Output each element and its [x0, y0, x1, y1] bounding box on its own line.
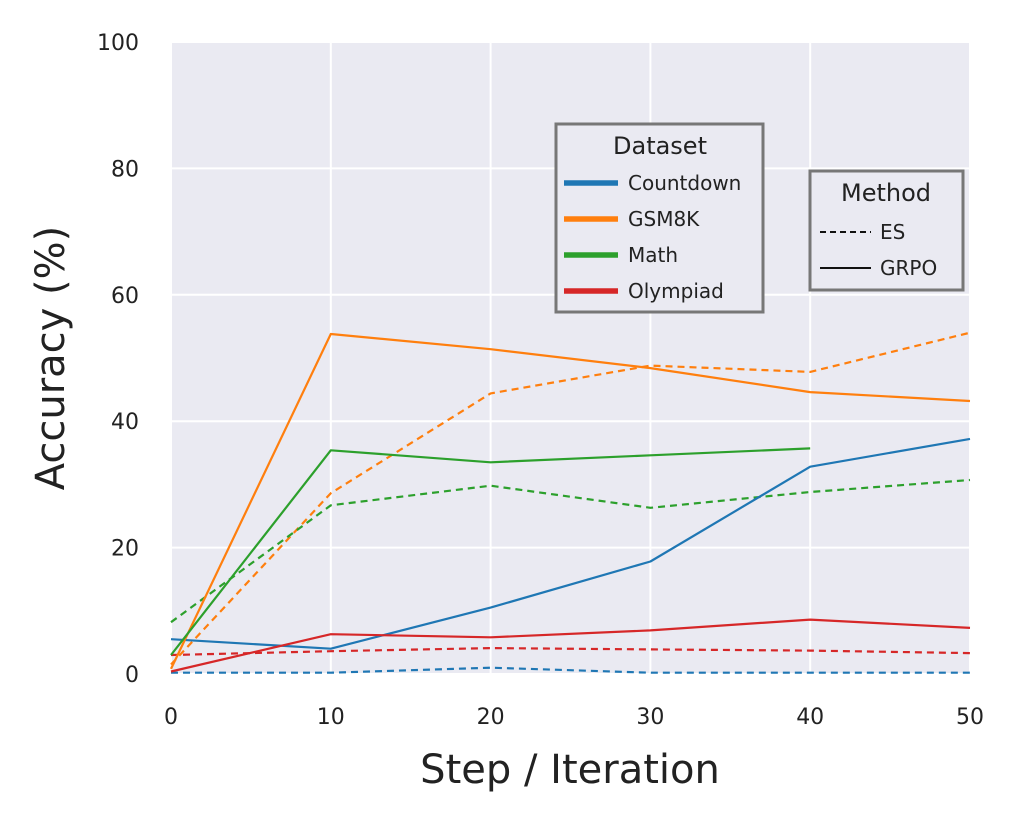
series-lines [170, 331, 971, 674]
method-legend: Method ES GRPO [808, 169, 965, 292]
x-tick-label: 40 [796, 705, 824, 730]
dataset-legend: Dataset Countdown GSM8K Math Olympiad [554, 122, 765, 314]
method-legend-title: Method [841, 179, 931, 207]
legend-label-countdown: Countdown [628, 171, 741, 195]
legend-label-olympiad: Olympiad [628, 279, 724, 303]
series-line-gsm8k-grpo [170, 332, 971, 670]
x-axis-title: Step / Iteration [420, 747, 720, 793]
method-legend-entries: ES GRPO [820, 220, 937, 280]
y-tick-label: 80 [111, 157, 139, 182]
x-tick-label: 0 [164, 705, 178, 730]
y-tick-label: 0 [125, 663, 139, 688]
y-tick-label: 40 [111, 410, 139, 435]
y-tick-label: 100 [97, 31, 139, 56]
x-tick-label: 10 [317, 705, 345, 730]
dataset-legend-title: Dataset [613, 132, 707, 160]
series-line-math-grpo [170, 447, 811, 656]
legend-label-es: ES [880, 220, 905, 244]
y-tick-label: 60 [111, 284, 139, 309]
series-line-olympiad-es [170, 646, 971, 657]
series-line-gsm8k-es [170, 331, 971, 666]
series-line-countdown-es [171, 666, 970, 674]
y-tick-label: 20 [111, 537, 139, 562]
series-line-countdown-grpo [170, 437, 971, 650]
legend-label-gsm8k: GSM8K [628, 207, 700, 231]
tick-labels: 0 10 20 30 40 50 0 20 40 60 80 100 [97, 31, 984, 730]
dataset-legend-entries: Countdown GSM8K Math Olympiad [564, 171, 741, 303]
x-tick-label: 50 [956, 705, 984, 730]
series-line-olympiad-grpo [170, 618, 971, 673]
y-axis-title: Accuracy (%) [28, 226, 74, 491]
x-tick-label: 30 [636, 705, 664, 730]
legend-label-math: Math [628, 243, 678, 267]
x-tick-label: 20 [477, 705, 505, 730]
method-legend-frame [808, 169, 965, 292]
legend-label-grpo: GRPO [880, 256, 937, 280]
